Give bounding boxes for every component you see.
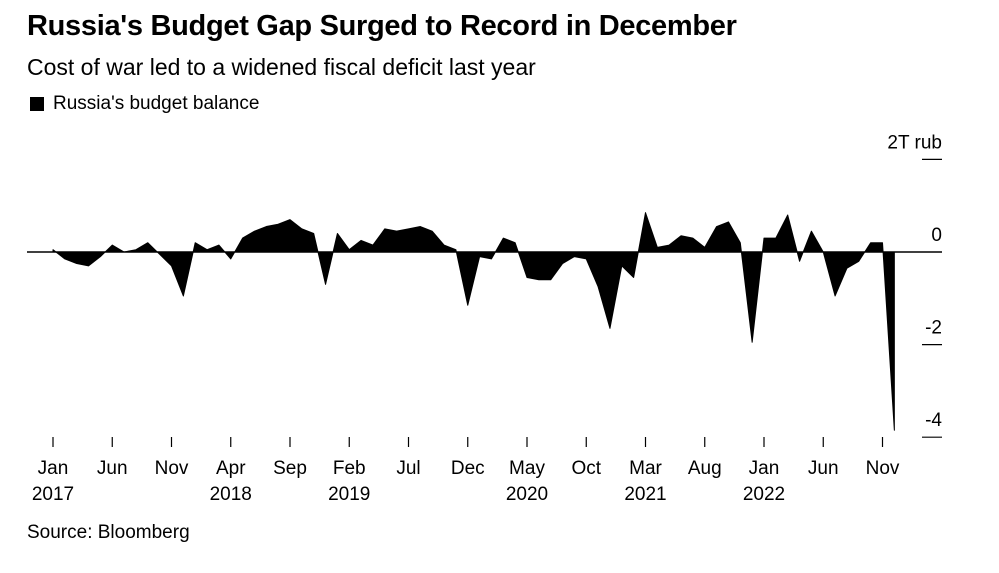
source-note: Source: Bloomberg — [27, 522, 190, 543]
x-tick-label: Nov — [155, 458, 189, 479]
series-area — [52, 212, 895, 431]
x-tick-year-label: 2017 — [32, 484, 74, 505]
x-tick-label: Oct — [571, 458, 601, 479]
y-tick-label: -4 — [925, 410, 942, 431]
x-tick-label: Jun — [97, 458, 128, 479]
x-tick-year-label: 2022 — [743, 484, 785, 505]
x-tick-label: Jan — [38, 458, 69, 479]
x-tick-year-label: 2021 — [624, 484, 666, 505]
x-tick-label: Feb — [333, 458, 366, 479]
x-tick-label: Sep — [273, 458, 307, 479]
x-tick-year-label: 2018 — [210, 484, 252, 505]
x-tick-label: Dec — [451, 458, 485, 479]
chart-title: Russia's Budget Gap Surged to Record in … — [27, 10, 737, 42]
x-tick-label: Jan — [749, 458, 780, 479]
x-tick-label: Aug — [688, 458, 722, 479]
x-tick-year-label: 2020 — [506, 484, 548, 505]
legend-swatch — [30, 97, 44, 111]
y-tick-label: 0 — [931, 225, 942, 246]
x-tick-year-label: 2019 — [328, 484, 370, 505]
y-tick-label: 2T rub — [887, 132, 942, 153]
y-tick-label: -2 — [925, 318, 942, 339]
chart-subtitle: Cost of war led to a widened fiscal defi… — [27, 54, 536, 80]
x-tick-label: May — [509, 458, 545, 479]
x-tick-label: Jul — [396, 458, 420, 479]
legend-label: Russia's budget balance — [53, 93, 260, 114]
x-tick-label: Jun — [808, 458, 839, 479]
legend: Russia's budget balance — [30, 93, 259, 115]
x-tick-label: Nov — [866, 458, 900, 479]
x-tick-label: Mar — [629, 458, 662, 479]
x-tick-label: Apr — [216, 458, 246, 479]
